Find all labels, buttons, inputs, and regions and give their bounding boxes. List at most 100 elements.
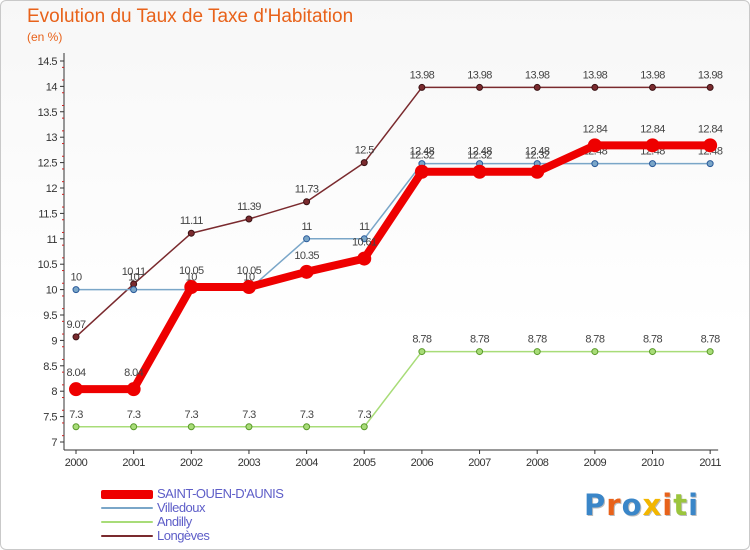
y-tick-label: 11 xyxy=(47,234,58,246)
data-point-long-ves xyxy=(360,159,368,167)
data-label-andilly: 8.78 xyxy=(528,334,547,346)
data-label-villedoux: 10 xyxy=(70,272,82,284)
legend-swatch xyxy=(101,507,153,509)
data-label-long-ves: 9.07 xyxy=(66,319,85,331)
data-point-andilly xyxy=(72,423,80,431)
data-label-andilly: 7.3 xyxy=(127,409,141,421)
x-tick-label: 2006 xyxy=(411,457,434,469)
data-point-villedoux xyxy=(591,160,599,168)
y-tick-label: 13 xyxy=(46,132,58,144)
y-tick-label: 14.5 xyxy=(38,56,58,68)
data-point-villedoux xyxy=(649,160,656,168)
legend-swatch xyxy=(101,535,153,537)
y-tick-label: 11.5 xyxy=(38,208,57,220)
data-point-long-ves xyxy=(591,83,599,91)
data-point-long-ves xyxy=(649,83,656,91)
y-tick-label: 7 xyxy=(51,437,57,449)
data-label-saint-ouen-d-aunis: 10.05 xyxy=(179,265,204,277)
data-label-long-ves: 11.39 xyxy=(237,201,261,213)
data-point-villedoux xyxy=(303,235,311,243)
data-label-long-ves: 10.11 xyxy=(122,266,146,278)
data-point-saint-ouen-d-aunis xyxy=(645,138,660,153)
data-label-andilly: 7.3 xyxy=(300,409,314,421)
data-label-long-ves: 11.11 xyxy=(180,215,203,227)
x-tick-label: 2011 xyxy=(699,457,721,469)
data-label-andilly: 7.3 xyxy=(358,409,372,421)
data-point-long-ves xyxy=(418,83,426,91)
data-label-saint-ouen-d-aunis: 8.04 xyxy=(124,367,143,379)
data-point-saint-ouen-d-aunis xyxy=(703,138,718,153)
data-point-andilly xyxy=(706,348,714,356)
x-tick-label: 2002 xyxy=(180,457,203,469)
data-point-long-ves xyxy=(303,198,311,206)
x-tick-label: 2003 xyxy=(238,457,261,469)
x-tick-label: 2007 xyxy=(468,457,491,469)
x-tick-label: 2004 xyxy=(295,457,318,469)
data-point-andilly xyxy=(418,348,426,356)
data-label-villedoux: 12.48 xyxy=(410,146,435,158)
data-label-villedoux: 12.48 xyxy=(467,146,492,158)
data-point-saint-ouen-d-aunis xyxy=(472,164,487,179)
data-label-andilly: 7.3 xyxy=(69,409,83,421)
data-point-saint-ouen-d-aunis xyxy=(241,280,256,295)
data-point-andilly xyxy=(649,348,656,356)
data-label-andilly: 8.78 xyxy=(412,334,431,346)
data-point-andilly xyxy=(130,423,138,431)
data-label-villedoux: 11 xyxy=(359,221,370,233)
data-label-long-ves: 12.5 xyxy=(355,145,374,157)
y-tick-label: 10 xyxy=(46,285,58,297)
data-label-saint-ouen-d-aunis: 10.61 xyxy=(352,237,377,249)
data-point-andilly xyxy=(591,348,599,356)
data-point-andilly xyxy=(476,348,484,356)
y-tick-label: 12.5 xyxy=(38,158,58,170)
data-label-saint-ouen-d-aunis: 12.32 xyxy=(410,150,435,162)
data-point-andilly xyxy=(187,423,195,431)
data-point-andilly xyxy=(360,423,368,431)
data-label-andilly: 7.3 xyxy=(185,409,199,421)
data-point-saint-ouen-d-aunis xyxy=(357,251,372,266)
legend-label: Longèves xyxy=(157,528,210,543)
data-label-saint-ouen-d-aunis: 10.05 xyxy=(237,265,262,277)
data-label-andilly: 8.78 xyxy=(470,334,489,346)
data-label-saint-ouen-d-aunis: 12.32 xyxy=(467,150,492,162)
data-point-villedoux xyxy=(706,160,714,168)
proxiti-logo: Proxiti xyxy=(584,488,700,522)
data-point-andilly xyxy=(533,348,541,356)
chart-unit-label: (en %) xyxy=(27,30,63,44)
data-label-andilly: 8.78 xyxy=(585,334,604,346)
data-point-long-ves xyxy=(245,215,253,223)
chart-title: Evolution du Taux de Taxe d'Habitation xyxy=(27,6,354,27)
y-tick-label: 7.5 xyxy=(43,412,57,424)
data-point-villedoux xyxy=(130,286,138,294)
x-tick-label: 2001 xyxy=(122,457,145,469)
data-point-saint-ouen-d-aunis xyxy=(587,138,602,153)
data-point-andilly xyxy=(303,423,311,431)
data-label-saint-ouen-d-aunis: 12.84 xyxy=(583,123,608,135)
legend-swatch xyxy=(101,489,153,499)
data-label-saint-ouen-d-aunis: 12.32 xyxy=(525,150,550,162)
data-point-andilly xyxy=(245,423,253,431)
data-label-saint-ouen-d-aunis: 8.04 xyxy=(66,367,85,379)
series-line-andilly xyxy=(76,350,711,428)
data-point-long-ves xyxy=(706,83,714,91)
data-label-long-ves: 13.98 xyxy=(640,69,665,81)
data-label-saint-ouen-d-aunis: 12.84 xyxy=(698,123,723,135)
y-tick-label: 14 xyxy=(46,81,58,93)
series-line-long-ves xyxy=(75,86,711,338)
data-point-saint-ouen-d-aunis xyxy=(126,382,141,397)
data-point-saint-ouen-d-aunis xyxy=(414,164,429,179)
data-label-long-ves: 13.98 xyxy=(525,69,550,81)
data-point-saint-ouen-d-aunis xyxy=(184,280,199,295)
data-label-long-ves: 13.98 xyxy=(698,69,723,81)
data-label-long-ves: 13.98 xyxy=(410,69,435,81)
legend-swatch xyxy=(101,521,153,523)
x-tick-label: 2009 xyxy=(584,457,607,469)
x-tick-label: 2008 xyxy=(526,457,549,469)
y-tick-label: 13.5 xyxy=(38,107,58,119)
y-tick-label: 8 xyxy=(51,386,57,398)
data-label-long-ves: 13.98 xyxy=(467,69,492,81)
data-point-long-ves xyxy=(533,83,541,91)
data-point-saint-ouen-d-aunis xyxy=(69,382,83,397)
